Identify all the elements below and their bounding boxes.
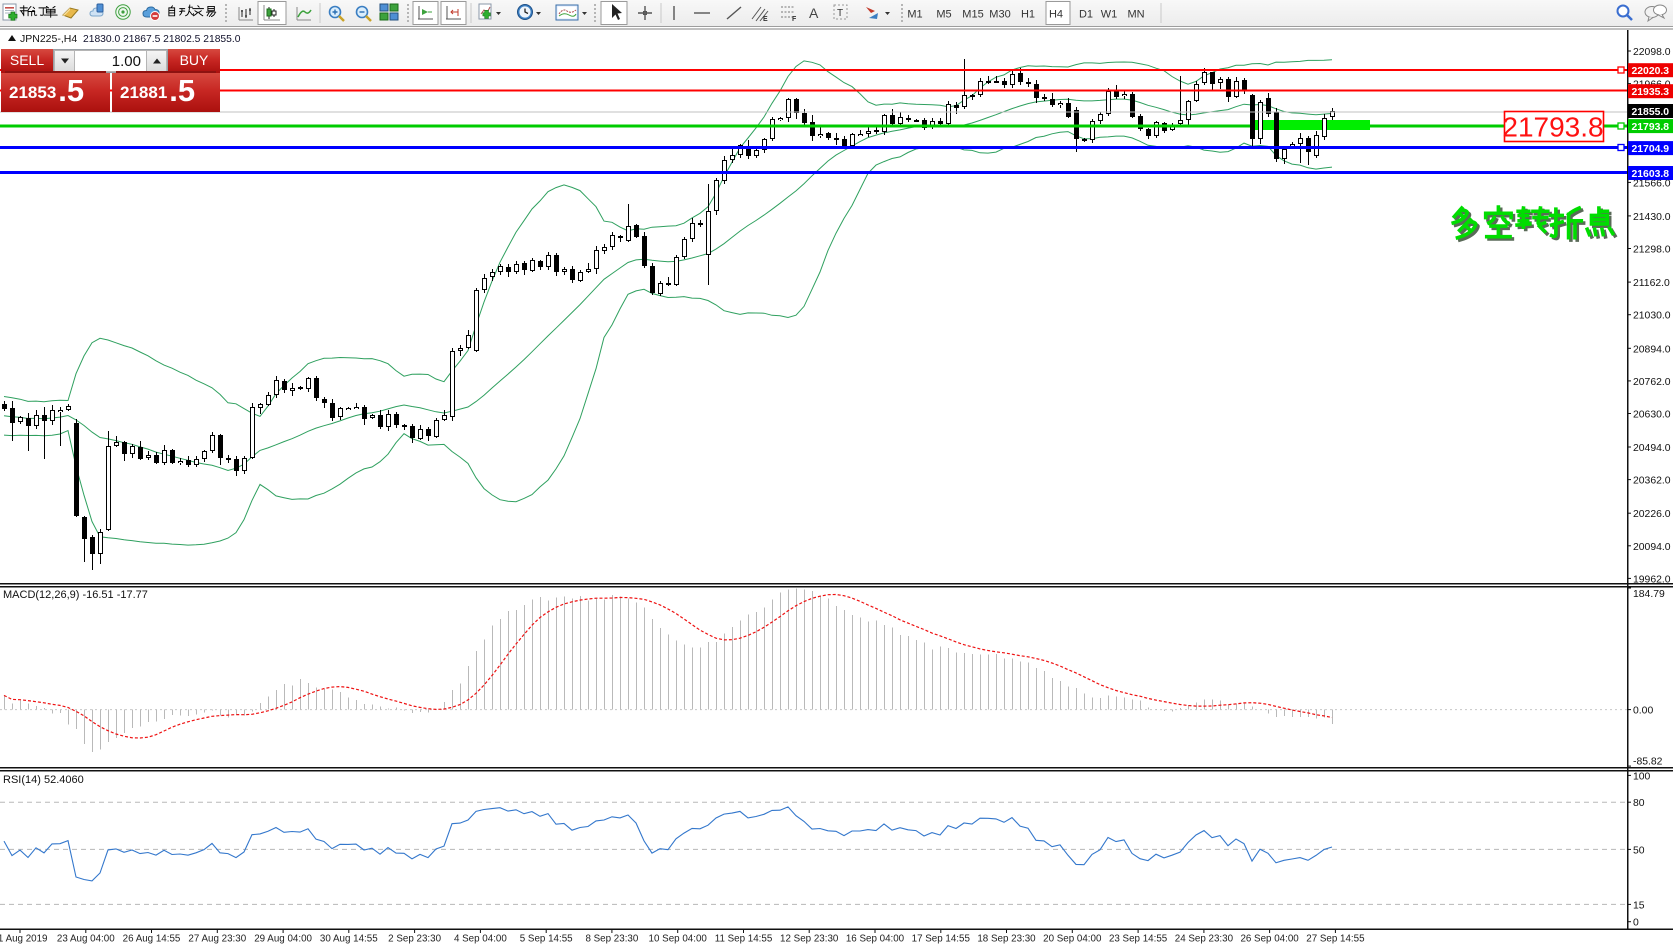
svg-text:17 Sep 14:55: 17 Sep 14:55 — [912, 934, 971, 945]
svg-text:21162.0: 21162.0 — [1633, 278, 1670, 289]
svg-text:16 Sep 04:00: 16 Sep 04:00 — [846, 934, 905, 945]
svg-text:2 Sep 23:30: 2 Sep 23:30 — [388, 934, 441, 945]
svg-text:12 Sep 23:30: 12 Sep 23:30 — [780, 934, 839, 945]
svg-text:M15: M15 — [962, 9, 983, 21]
svg-text:21603.8: 21603.8 — [1632, 169, 1670, 180]
svg-text:21566.0: 21566.0 — [1633, 178, 1671, 189]
svg-text:23 Sep 14:55: 23 Sep 14:55 — [1109, 934, 1168, 945]
svg-text:21830.0 21867.5 21802.5 21855.: 21830.0 21867.5 21802.5 21855.0 — [83, 34, 241, 45]
svg-text:D1: D1 — [1079, 9, 1093, 21]
svg-text:8 Sep 23:30: 8 Sep 23:30 — [585, 934, 638, 945]
svg-text:21298.0: 21298.0 — [1633, 245, 1671, 256]
svg-text:4 Sep 04:00: 4 Sep 04:00 — [454, 934, 507, 945]
svg-text:21855.0: 21855.0 — [1632, 107, 1670, 118]
svg-text:100: 100 — [1633, 771, 1651, 782]
svg-text:M5: M5 — [936, 9, 951, 21]
svg-text:80: 80 — [1633, 798, 1645, 809]
svg-text:MACD(12,26,9) -16.51 -17.77: MACD(12,26,9) -16.51 -17.77 — [3, 589, 148, 601]
svg-text:15: 15 — [1633, 900, 1645, 911]
svg-text:A: A — [809, 5, 819, 21]
svg-text:M30: M30 — [989, 9, 1010, 21]
svg-text:27 Sep 14:55: 27 Sep 14:55 — [1306, 934, 1365, 945]
svg-text:21430.0: 21430.0 — [1633, 212, 1671, 223]
svg-text:0.00: 0.00 — [1633, 706, 1653, 717]
svg-text:22098.0: 22098.0 — [1633, 47, 1671, 58]
svg-text:MN: MN — [1127, 9, 1144, 21]
svg-text:21793.8: 21793.8 — [1502, 112, 1603, 143]
svg-text:21704.9: 21704.9 — [1632, 144, 1670, 155]
svg-text:26 Aug 14:55: 26 Aug 14:55 — [123, 934, 181, 945]
svg-text:H4: H4 — [1049, 9, 1063, 21]
svg-text:5 Sep 14:55: 5 Sep 14:55 — [520, 934, 573, 945]
svg-text:27 Aug 23:30: 27 Aug 23:30 — [188, 934, 246, 945]
svg-text:RSI(14) 52.4060: RSI(14) 52.4060 — [3, 774, 84, 786]
svg-text:10 Sep 04:00: 10 Sep 04:00 — [649, 934, 708, 945]
svg-text:M1: M1 — [907, 9, 922, 21]
svg-text:T: T — [837, 8, 843, 19]
svg-text:F: F — [792, 16, 797, 23]
svg-text:20894.0: 20894.0 — [1633, 344, 1671, 355]
svg-text:20 Sep 04:00: 20 Sep 04:00 — [1043, 934, 1102, 945]
svg-text:W1: W1 — [1101, 9, 1118, 21]
svg-text:26 Sep 04:00: 26 Sep 04:00 — [1240, 934, 1299, 945]
svg-text:21030.0: 21030.0 — [1633, 311, 1671, 322]
svg-text:19962.0: 19962.0 — [1633, 574, 1671, 585]
svg-text:24 Sep 23:30: 24 Sep 23:30 — [1175, 934, 1234, 945]
svg-text:22020.3: 22020.3 — [1632, 66, 1670, 77]
svg-text:0: 0 — [1633, 918, 1639, 929]
svg-text:E: E — [763, 16, 768, 23]
svg-text:20094.0: 20094.0 — [1633, 542, 1671, 553]
svg-text:20630.0: 20630.0 — [1633, 410, 1671, 421]
svg-text:20762.0: 20762.0 — [1633, 377, 1671, 388]
svg-text:29 Aug 04:00: 29 Aug 04:00 — [254, 934, 312, 945]
svg-text:11 Sep 14:55: 11 Sep 14:55 — [715, 934, 773, 945]
svg-text:20226.0: 20226.0 — [1633, 509, 1671, 520]
svg-text:20494.0: 20494.0 — [1633, 443, 1671, 454]
svg-text:H1: H1 — [1021, 9, 1035, 21]
svg-text:21793.8: 21793.8 — [1632, 122, 1670, 133]
svg-text:21 Aug 2019: 21 Aug 2019 — [0, 934, 48, 945]
svg-text:JPN225-,H4: JPN225-,H4 — [20, 33, 77, 45]
svg-text:184.79: 184.79 — [1633, 589, 1665, 600]
svg-text:-85.82: -85.82 — [1633, 757, 1663, 768]
svg-text:50: 50 — [1633, 845, 1645, 856]
svg-text:21935.3: 21935.3 — [1632, 87, 1670, 98]
svg-text:20362.0: 20362.0 — [1633, 476, 1671, 487]
svg-text:30 Aug 14:55: 30 Aug 14:55 — [320, 934, 378, 945]
svg-text:23 Aug 04:00: 23 Aug 04:00 — [57, 934, 115, 945]
svg-text:18 Sep 23:30: 18 Sep 23:30 — [977, 934, 1036, 945]
